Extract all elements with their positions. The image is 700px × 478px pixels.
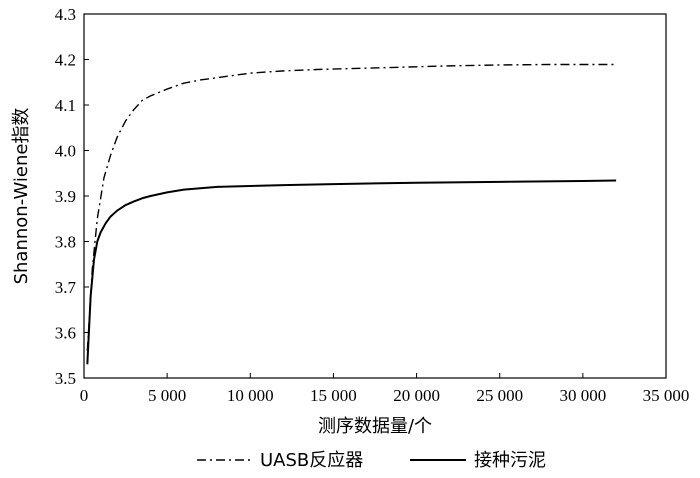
y-axis-ticks: 3.5 3.6 3.7 3.8 3.9 4.0 4.1 4.2 4.3	[55, 5, 89, 388]
x-tick-label: 35 000	[643, 386, 690, 405]
x-tick-label: 25 000	[476, 386, 523, 405]
x-axis-title: 测序数据量/个	[318, 416, 432, 437]
x-tick-label: 20 000	[393, 386, 440, 405]
legend-label-seed-sludge: 接种污泥	[474, 450, 546, 471]
y-tick-label: 4.3	[55, 5, 76, 24]
y-tick-label: 3.9	[55, 187, 76, 206]
legend-label-uasb: UASB反应器	[260, 450, 363, 471]
y-tick-label: 4.1	[55, 96, 76, 115]
y-tick-label: 4.2	[55, 51, 76, 70]
series-line-seed-sludge	[86, 179, 617, 365]
y-tick-label: 3.5	[55, 369, 76, 388]
series-layer	[86, 63, 617, 365]
x-tick-label: 0	[80, 386, 89, 405]
legend: UASB反应器 接种污泥	[197, 450, 546, 471]
y-tick-label: 4.0	[55, 142, 76, 161]
y-tick-label: 3.6	[55, 324, 76, 343]
y-tick-label: 3.8	[55, 233, 76, 252]
y-axis-title: Shannon-Wiene指数	[11, 108, 32, 285]
y-tick-label: 3.7	[55, 278, 77, 297]
x-axis-ticks: 0 5 000 10 000 15 000 20 000 25 000 30 000 35 0…	[80, 373, 690, 405]
x-tick-label: 15 000	[310, 386, 357, 405]
x-tick-label: 30 000	[559, 386, 606, 405]
x-tick-label: 5 000	[148, 386, 186, 405]
series-line-uasb	[86, 63, 617, 351]
x-tick-label: 10 000	[227, 386, 274, 405]
